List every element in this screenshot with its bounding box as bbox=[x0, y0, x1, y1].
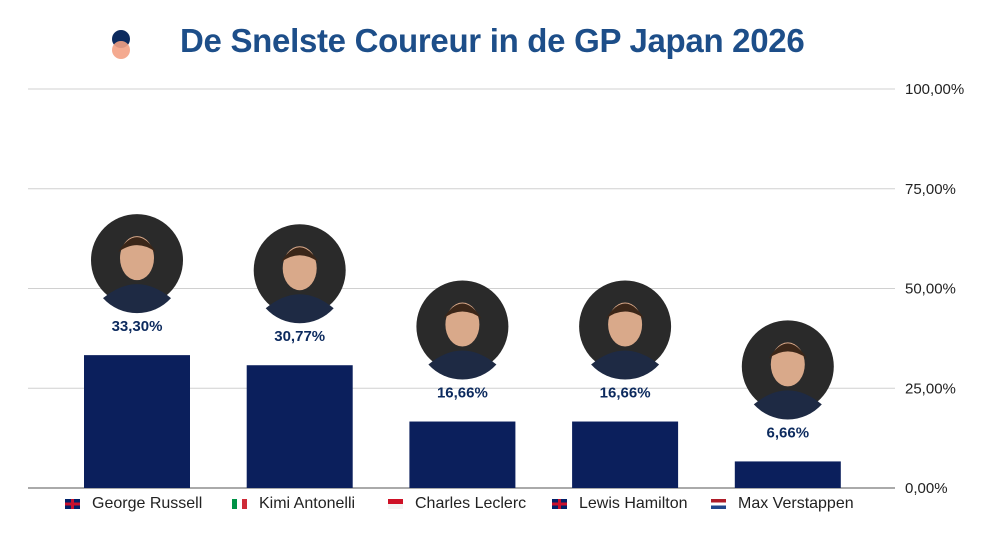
y-tick-label: 75,00% bbox=[905, 181, 956, 198]
flag-icon bbox=[232, 499, 247, 509]
data-label: 33,30% bbox=[112, 318, 163, 335]
data-label: 16,66% bbox=[437, 385, 488, 402]
legend-label: Max Verstappen bbox=[738, 495, 854, 512]
flag-icon bbox=[552, 499, 567, 509]
bar bbox=[246, 365, 353, 488]
legend-item: George Russell bbox=[65, 495, 202, 513]
data-label: 6,66% bbox=[767, 424, 810, 441]
flag-icon bbox=[388, 499, 403, 509]
bar bbox=[572, 421, 679, 488]
flag-icon bbox=[711, 499, 726, 509]
legend: George Russell Kimi Antonelli Charles Lecl… bbox=[0, 495, 1000, 519]
y-tick-label: 100,00% bbox=[905, 81, 964, 98]
y-tick-label: 25,00% bbox=[905, 380, 956, 397]
legend-item: Charles Leclerc bbox=[388, 495, 526, 513]
legend-item: Max Verstappen bbox=[711, 495, 854, 513]
data-label: 30,77% bbox=[274, 328, 325, 345]
driver-photo bbox=[579, 280, 672, 380]
driver-photo bbox=[253, 224, 346, 324]
driver-photo bbox=[416, 280, 509, 380]
legend-label: Kimi Antonelli bbox=[259, 495, 356, 512]
chart-title: De Snelste Coureur in de GP Japan 2026 bbox=[180, 22, 805, 59]
data-label: 16,66% bbox=[600, 385, 651, 402]
bar bbox=[409, 421, 516, 488]
driver-photo bbox=[91, 214, 183, 314]
y-tick-label: 0,00% bbox=[905, 480, 948, 497]
logo-icon bbox=[112, 30, 130, 59]
y-tick-label: 50,00% bbox=[905, 281, 956, 298]
bar bbox=[84, 355, 190, 488]
legend-label: Lewis Hamilton bbox=[579, 495, 688, 512]
legend-label: Charles Leclerc bbox=[415, 495, 527, 512]
legend-item: Lewis Hamilton bbox=[552, 495, 687, 513]
legend-label: George Russell bbox=[92, 495, 203, 512]
legend-item: Kimi Antonelli bbox=[232, 495, 355, 513]
bar bbox=[734, 461, 841, 488]
flag-icon bbox=[65, 499, 80, 509]
driver-photo bbox=[741, 320, 834, 420]
